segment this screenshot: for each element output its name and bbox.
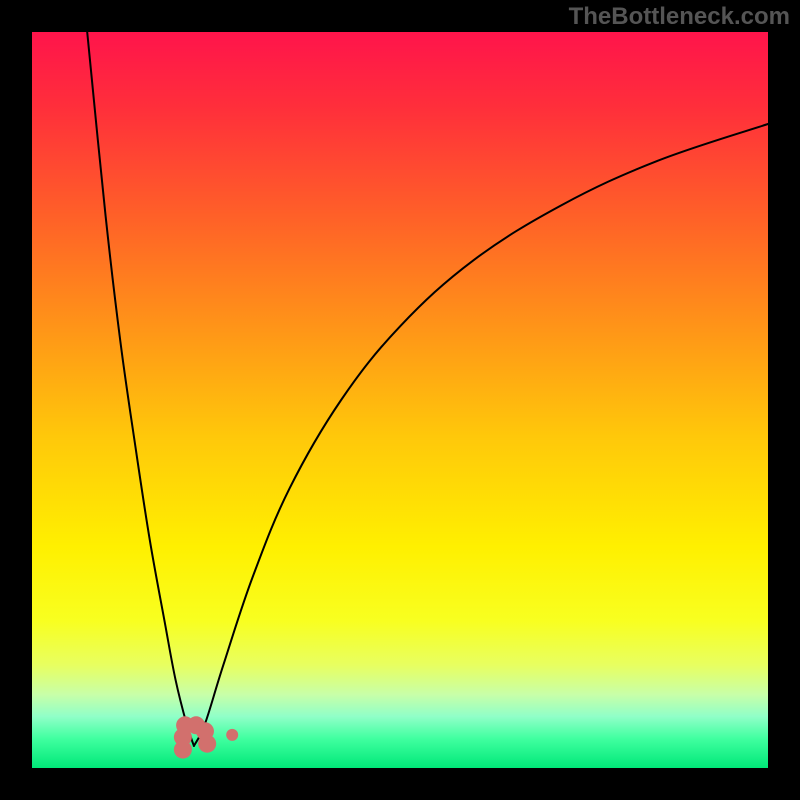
marker-dot bbox=[198, 735, 216, 753]
gradient-background bbox=[32, 32, 768, 768]
watermark-text: TheBottleneck.com bbox=[569, 3, 790, 31]
plot-area bbox=[32, 32, 768, 768]
marker-single bbox=[226, 729, 238, 741]
chart-frame bbox=[32, 32, 768, 768]
chart-svg bbox=[32, 32, 768, 768]
